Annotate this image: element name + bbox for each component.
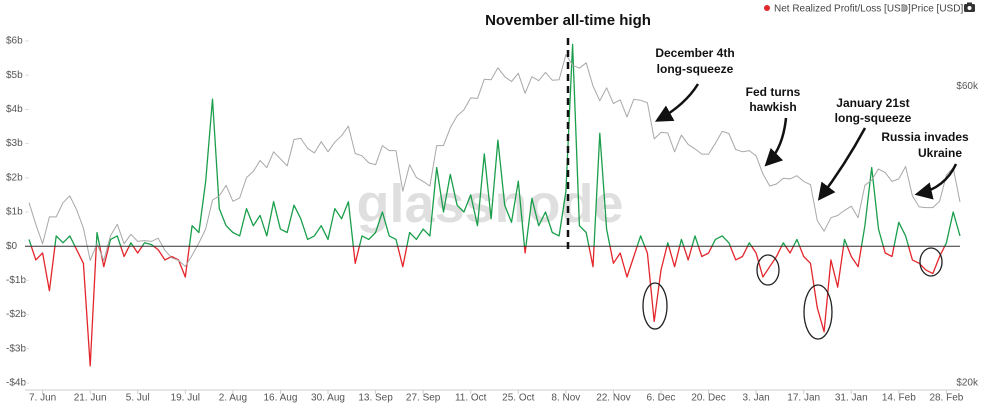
x-tick-label: 8. Nov [551,393,580,404]
x-tick-label: 21. Jun [74,393,107,404]
y2-tick-label: $20k [956,378,979,389]
y-tick-label: $4b [6,104,23,115]
y-tick-label: -$4b [6,378,26,389]
y-tick-label: $5b [6,70,23,81]
series-line [28,43,961,247]
y-tick-label: -$1b [6,275,26,286]
annotation: Ukraine [918,146,962,160]
annotation: November all-time high [485,12,651,29]
legend-swatch [901,5,907,11]
annotation: Fed turns [746,85,801,99]
y-tick-label: -$2b [6,309,26,320]
x-tick-label: 3. Jan [743,393,770,404]
x-tick-label: 7. Jun [29,393,56,404]
x-tick-label: 5. Jul [126,393,150,404]
series-line [30,246,946,367]
annotation: long-squeeze [657,62,734,76]
y-tick-label: $1b [6,207,23,218]
x-tick-label: 20. Dec [691,393,725,404]
plot-area: -$4b -$3b -$2b -$1b $0 $1b $2b $3b $4b $5b $6b $20k… [6,36,979,404]
y2-tick-label: $60k [956,81,979,92]
y-tick-label: $3b [6,138,23,149]
legend-swatch [764,5,770,11]
x-tick-label: 2. Aug [219,393,247,404]
x-tick-label: 31. Jan [835,393,868,404]
highlights [642,247,943,340]
y-tick-label: $2b [6,172,23,183]
series-line [28,54,961,267]
x-tick-label: 22. Nov [596,393,630,404]
camera-button[interactable] [964,2,975,13]
arrow [914,163,958,200]
x-tick-label: 11. Oct [455,393,487,404]
legend-label[interactable]: Price [USD] [911,4,963,15]
annotation: hawkish [749,100,796,114]
x-tick-label: 6. Dec [647,393,676,404]
legend-label[interactable]: Net Realized Profit/Loss [USD] [774,4,911,15]
x-tick-label: 30. Aug [311,393,345,404]
arrow [654,83,700,122]
x-tick-label: 25. Oct [502,393,534,404]
highlight-circle [756,254,780,286]
y-tick-label: -$3b [6,343,26,354]
x-tick-label: 28. Feb [929,393,963,404]
x-tick-label: 19. Jul [171,393,200,404]
annotation: December 4th [655,46,734,60]
arrow [764,117,788,167]
arrow [817,127,867,201]
highlight-circle [803,284,833,340]
x-tick-label: 27. Sep [406,393,441,404]
y-tick-label: $0 [6,241,18,252]
arrows [654,83,958,201]
highlight-circle [642,282,668,330]
x-tick-label: 14. Feb [882,393,916,404]
x-tick-label: 17. Jan [787,393,820,404]
annotation: Russia invades [881,130,969,144]
x-tick-label: 16. Aug [263,393,297,404]
annotation: long-squeeze [835,111,912,125]
highlight-circle [919,247,943,277]
x-tick-label: 13. Sep [358,393,393,404]
annotation: January 21st [836,96,909,110]
y-tick-label: $6b [6,36,23,47]
